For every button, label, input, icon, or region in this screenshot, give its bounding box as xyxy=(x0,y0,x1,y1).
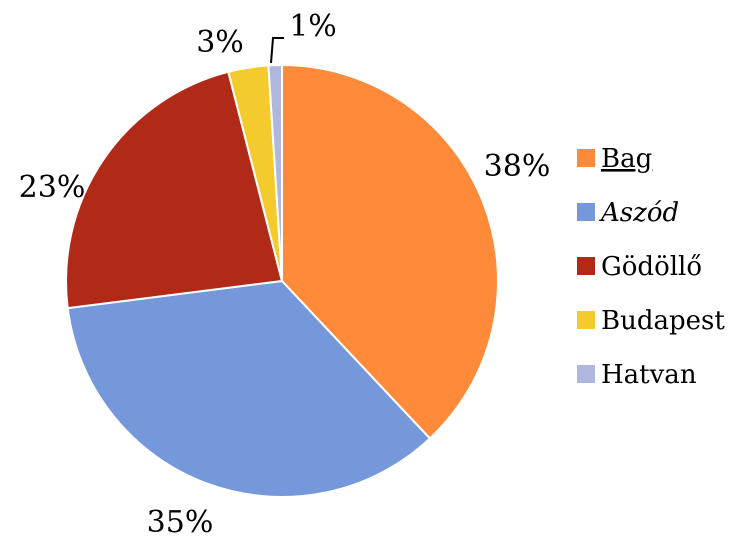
legend-swatch-aszod xyxy=(577,203,595,221)
legend-label-godollo: Gödöllő xyxy=(601,252,702,282)
legend: Bag Aszód Gödöllő Budapest Hatvan xyxy=(577,144,725,390)
pie-slice-godollo xyxy=(65,70,284,310)
data-label-hatvan: 1% xyxy=(289,9,337,44)
legend-label-hatvan: Hatvan xyxy=(601,360,697,390)
data-label-godollo: 23% xyxy=(19,170,86,205)
data-label-aszod: 35% xyxy=(147,505,214,536)
legend-label-aszod: Aszód xyxy=(599,198,679,228)
legend-label-bag: Bag xyxy=(601,144,652,174)
data-labels: 38% 35% 23% 3% 1% xyxy=(19,9,551,540)
legend-swatch-budapest xyxy=(577,311,595,329)
pie-slice-hatvan xyxy=(267,63,283,282)
legend-item-hatvan: Hatvan xyxy=(577,360,697,390)
pie-slice-aszod xyxy=(66,279,432,498)
data-label-budapest: 3% xyxy=(196,25,244,60)
leader-lines xyxy=(270,37,284,64)
legend-item-budapest: Budapest xyxy=(577,306,725,336)
legend-swatch-bag xyxy=(577,149,595,167)
pie-slice-bag xyxy=(281,63,499,440)
legend-swatch-hatvan xyxy=(577,365,595,383)
data-label-bag: 38% xyxy=(484,149,551,184)
legend-item-godollo: Gödöllő xyxy=(577,252,702,282)
legend-item-bag: Bag xyxy=(577,144,652,174)
legend-swatch-godollo xyxy=(577,257,595,275)
legend-label-budapest: Budapest xyxy=(601,306,725,336)
legend-item-aszod: Aszód xyxy=(577,198,679,228)
leader-line-hatvan xyxy=(270,37,284,64)
pie-slices xyxy=(65,63,499,498)
